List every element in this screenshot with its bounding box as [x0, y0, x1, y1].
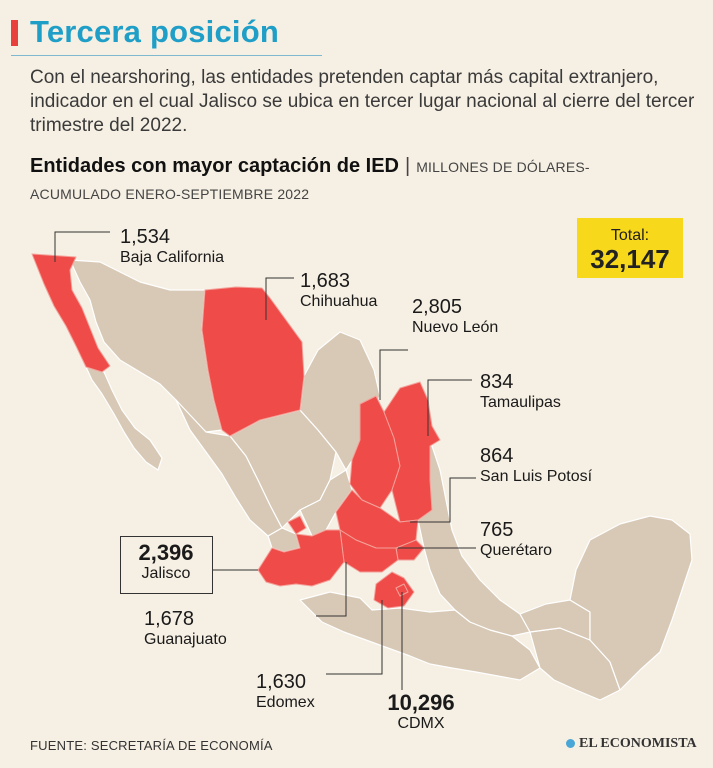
page-title: Tercera posición — [30, 14, 279, 49]
leader-lines — [54, 231, 476, 690]
value-tamaulipas: 834 — [480, 371, 514, 393]
state-jalisco — [257, 529, 345, 587]
label-guanajuato: 1,678 Guanajuato — [144, 608, 227, 650]
title-underline — [11, 55, 322, 56]
subtitle-bold: Entidades con mayor captación de IED — [30, 155, 399, 177]
name-jalisco: Jalisco — [141, 565, 191, 582]
name-san-luis-potosi: San Luis Potosí — [480, 468, 593, 485]
name-baja-california: Baja California — [120, 249, 225, 266]
label-jalisco: 2,396 Jalisco — [120, 542, 212, 584]
state-cdmx — [395, 583, 409, 597]
subtitle-units: MILLONES DE DÓLARES- ACUMULADO ENERO-SEP… — [30, 159, 590, 202]
name-tamaulipas: Tamaulipas — [480, 394, 561, 411]
title-accent-bar — [11, 20, 18, 46]
state-guanajuato — [339, 529, 399, 573]
label-tamaulipas: 834 Tamaulipas — [480, 371, 561, 413]
leader-guanajuato — [316, 562, 347, 617]
label-nuevo-leon: 2,805 Nuevo León — [412, 296, 498, 338]
leader-tamaulipas — [427, 379, 472, 436]
value-guanajuato: 1,678 — [144, 608, 195, 630]
chart-subtitle: Entidades con mayor captación de IED | MIL… — [30, 153, 670, 208]
total-value: 32,147 — [590, 244, 670, 274]
value-baja-california: 1,534 — [120, 226, 171, 248]
label-baja-california: 1,534 Baja California — [120, 226, 224, 268]
label-san-luis-potosi: 864 San Luis Potosí — [480, 445, 592, 487]
state-edomex — [373, 571, 415, 609]
value-edomex: 1,630 — [256, 671, 307, 693]
label-edomex: 1,630 Edomex — [256, 671, 315, 713]
label-queretaro: 765 Querétaro — [480, 519, 552, 561]
brand-logo: EL ECONOMISTA — [566, 736, 697, 752]
leader-san-luis-potosi — [410, 477, 476, 523]
state-aguascalientes — [287, 515, 307, 535]
subtitle-separator: | — [404, 155, 411, 177]
name-queretaro: Querétaro — [480, 542, 553, 559]
source-note: FUENTE: SECRETARÍA DE ECONOMÍA — [30, 738, 273, 753]
name-nuevo-leon: Nuevo León — [412, 319, 499, 336]
state-baja-california — [31, 253, 111, 373]
highlight-states — [31, 253, 441, 609]
state-tamaulipas — [383, 381, 441, 523]
value-san-luis-potosi: 864 — [480, 445, 514, 467]
total-label: Total: — [610, 227, 650, 244]
leader-chihuahua — [265, 277, 294, 320]
name-edomex: Edomex — [256, 694, 315, 711]
jalisco-highlight-box — [120, 536, 213, 594]
leader-edomex — [326, 600, 383, 675]
name-cdmx: CDMX — [397, 715, 445, 732]
label-chihuahua: 1,683 Chihuahua — [300, 270, 377, 312]
brand-dot-icon — [566, 739, 575, 749]
mexico-land — [69, 259, 693, 701]
state-chihuahua — [201, 286, 305, 437]
intro-text: Con el nearshoring, las entidades preten… — [30, 67, 695, 136]
brand-name: EL ECONOMISTA — [579, 736, 697, 751]
leader-baja-california — [54, 231, 110, 262]
name-guanajuato: Guanajuato — [144, 631, 227, 648]
name-chihuahua: Chihuahua — [300, 293, 378, 310]
state-veracruz — [417, 439, 531, 637]
leader-nuevo-leon — [379, 349, 408, 400]
value-nuevo-leon: 2,805 — [412, 296, 463, 318]
value-queretaro: 765 — [480, 519, 514, 541]
value-jalisco: 2,396 — [138, 540, 194, 565]
label-cdmx: 10,296 CDMX — [376, 692, 466, 734]
value-chihuahua: 1,683 — [300, 270, 351, 292]
state-nuevo-leon — [349, 395, 401, 509]
state-baja-california-sur — [85, 366, 163, 471]
value-cdmx: 10,296 — [387, 690, 455, 715]
state-yucatan-peninsula — [569, 515, 693, 691]
total-box: Total: 32,147 — [577, 218, 683, 278]
